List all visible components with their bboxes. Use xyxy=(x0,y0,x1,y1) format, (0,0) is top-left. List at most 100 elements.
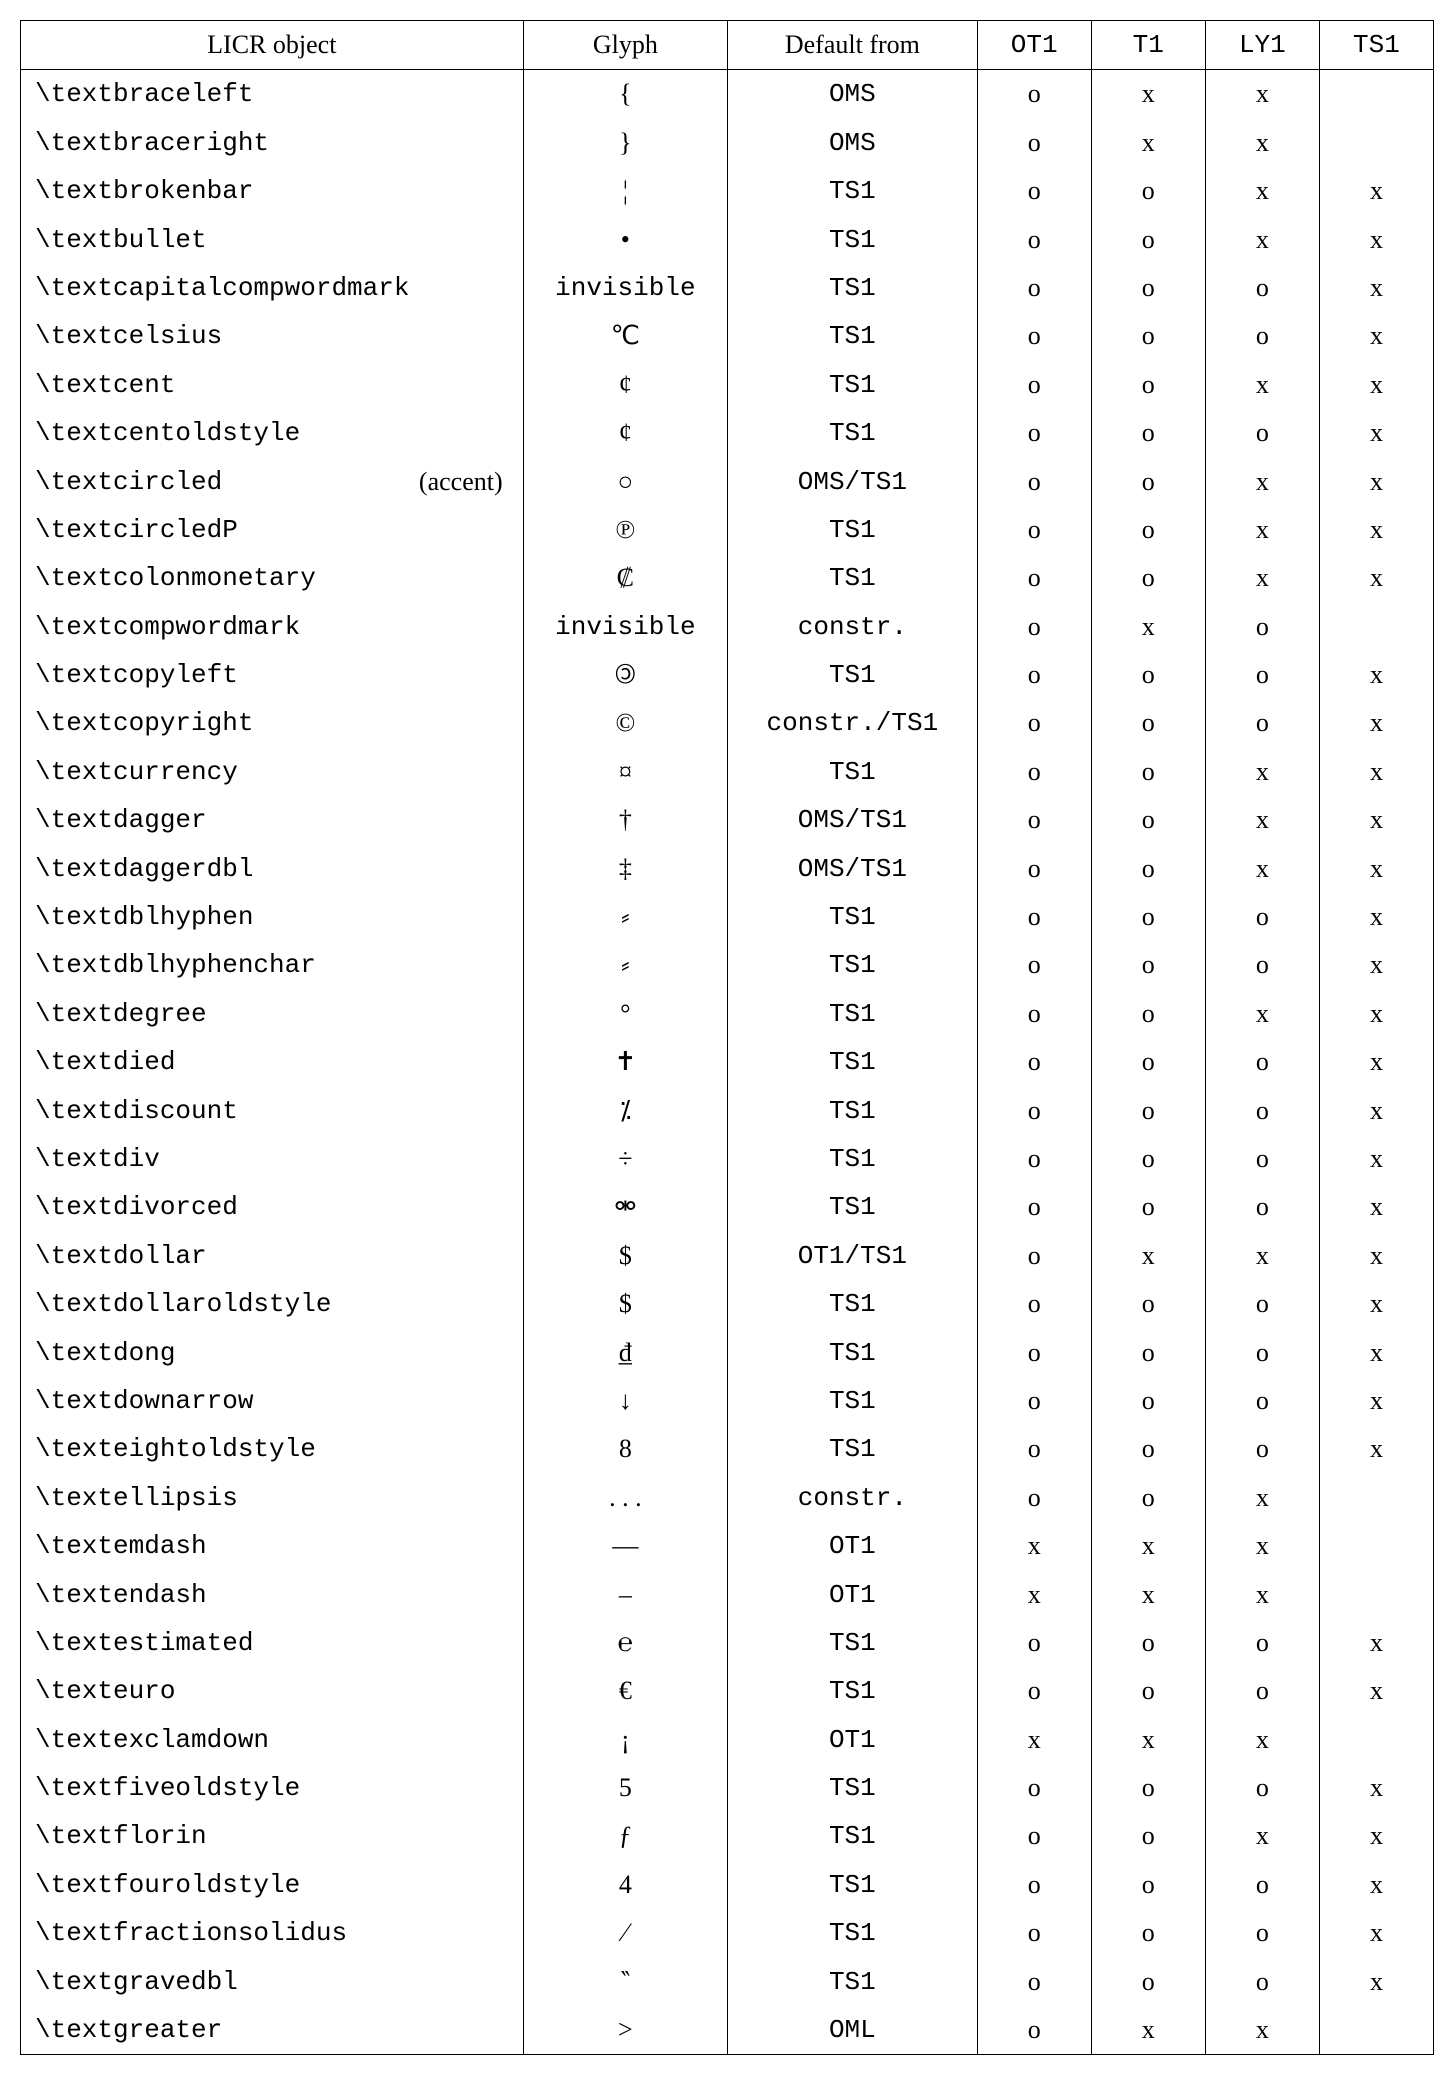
ts1-cell: x xyxy=(1319,361,1433,409)
ly1-cell: o xyxy=(1205,651,1319,699)
ly1-cell: o xyxy=(1205,1764,1319,1812)
default-cell: TS1 xyxy=(728,554,978,602)
table-row: \textfractionsolidus⁄TS1ooox xyxy=(21,1909,1434,1957)
licr-cell: \textdownarrow xyxy=(21,1377,524,1425)
table-row: \textexclamdown¡OT1xxx xyxy=(21,1716,1434,1764)
licr-cell: \textdivorced xyxy=(21,1183,524,1231)
glyph-cell: ¢ xyxy=(523,361,727,409)
default-cell: OMS xyxy=(728,119,978,167)
default-cell: TS1 xyxy=(728,990,978,1038)
licr-cell: \textflorin xyxy=(21,1812,524,1860)
t1-cell: o xyxy=(1091,1619,1205,1667)
ts1-cell xyxy=(1319,119,1433,167)
table-row: \textcolonmonetary₡TS1ooxx xyxy=(21,554,1434,602)
glyph-cell: — xyxy=(523,1522,727,1570)
glyph-cell: ⁄ xyxy=(523,1909,727,1957)
licr-cell: \textcolonmonetary xyxy=(21,554,524,602)
glyph-cell: invisible xyxy=(523,264,727,312)
ot1-cell: o xyxy=(977,1619,1091,1667)
licr-cell: \texteightoldstyle xyxy=(21,1425,524,1473)
licr-cell: \textdied xyxy=(21,1038,524,1086)
licr-cell: \textexclamdown xyxy=(21,1716,524,1764)
t1-cell: o xyxy=(1091,506,1205,554)
ly1-cell: o xyxy=(1205,699,1319,747)
glyph-cell: ○ xyxy=(523,458,727,506)
t1-cell: o xyxy=(1091,312,1205,360)
ts1-cell: x xyxy=(1319,699,1433,747)
ot1-cell: o xyxy=(977,70,1091,119)
glyph-cell: ⸗ xyxy=(523,941,727,989)
ly1-cell: o xyxy=(1205,1280,1319,1328)
table-row: \textdollaroldstyle$TS1ooox xyxy=(21,1280,1434,1328)
licr-cell: \textendash xyxy=(21,1571,524,1619)
default-cell: OMS xyxy=(728,70,978,119)
ts1-cell: x xyxy=(1319,409,1433,457)
table-row: \texteightoldstyle8TS1ooox xyxy=(21,1425,1434,1473)
licr-cell: \textcopyright xyxy=(21,699,524,747)
glyph-cell: © xyxy=(523,699,727,747)
ot1-cell: o xyxy=(977,1377,1091,1425)
ts1-cell: x xyxy=(1319,748,1433,796)
ot1-cell: o xyxy=(977,796,1091,844)
ly1-cell: o xyxy=(1205,409,1319,457)
glyph-cell: $ xyxy=(523,1280,727,1328)
t1-cell: o xyxy=(1091,1377,1205,1425)
t1-cell: o xyxy=(1091,796,1205,844)
default-cell: TS1 xyxy=(728,1183,978,1231)
glyph-cell: 4 xyxy=(523,1861,727,1909)
ot1-cell: o xyxy=(977,1135,1091,1183)
glyph-cell: ⸗ xyxy=(523,893,727,941)
ts1-cell xyxy=(1319,1571,1433,1619)
t1-cell: o xyxy=(1091,554,1205,602)
ts1-cell xyxy=(1319,70,1433,119)
glyph-cell: ⚮ xyxy=(523,1183,727,1231)
ts1-cell: x xyxy=(1319,554,1433,602)
header-row: LICR object Glyph Default from OT1 T1 LY… xyxy=(21,21,1434,70)
default-cell: TS1 xyxy=(728,1958,978,2006)
ly1-cell: o xyxy=(1205,1667,1319,1715)
licr-cell: \textellipsis xyxy=(21,1474,524,1522)
ts1-cell: x xyxy=(1319,1280,1433,1328)
glyph-cell: ¦ xyxy=(523,167,727,215)
t1-cell: x xyxy=(1091,119,1205,167)
ts1-cell: x xyxy=(1319,1087,1433,1135)
licr-cell: \textbullet xyxy=(21,216,524,264)
licr-cell: \textdagger xyxy=(21,796,524,844)
glyph-cell: ℗ xyxy=(523,506,727,554)
default-cell: constr./TS1 xyxy=(728,699,978,747)
ot1-cell: o xyxy=(977,1425,1091,1473)
ot1-cell: o xyxy=(977,167,1091,215)
glyph-cell: . . . xyxy=(523,1474,727,1522)
default-cell: TS1 xyxy=(728,1135,978,1183)
t1-cell: o xyxy=(1091,361,1205,409)
table-row: \textbullet•TS1ooxx xyxy=(21,216,1434,264)
ot1-cell: x xyxy=(977,1571,1091,1619)
ly1-cell: o xyxy=(1205,1329,1319,1377)
default-cell: TS1 xyxy=(728,893,978,941)
ly1-cell: o xyxy=(1205,1909,1319,1957)
ot1-cell: o xyxy=(977,1474,1091,1522)
t1-cell: o xyxy=(1091,1958,1205,2006)
ly1-cell: o xyxy=(1205,941,1319,989)
table-row: \textdollar$OT1/TS1oxxx xyxy=(21,1232,1434,1280)
ot1-cell: o xyxy=(977,1958,1091,2006)
ot1-cell: o xyxy=(977,2006,1091,2055)
licr-cell: \textbraceleft xyxy=(21,70,524,119)
glyph-cell: ƒ xyxy=(523,1812,727,1860)
glyph-cell: ÷ xyxy=(523,1135,727,1183)
table-row: \textcopyleft🄯TS1ooox xyxy=(21,651,1434,699)
ly1-cell: o xyxy=(1205,603,1319,651)
ly1-cell: o xyxy=(1205,312,1319,360)
t1-cell: o xyxy=(1091,1087,1205,1135)
default-cell: OT1 xyxy=(728,1522,978,1570)
glyph-cell: ₫ xyxy=(523,1329,727,1377)
table-row: \textcent¢TS1ooxx xyxy=(21,361,1434,409)
ly1-cell: x xyxy=(1205,990,1319,1038)
ly1-cell: o xyxy=(1205,1861,1319,1909)
glyph-cell: ¡ xyxy=(523,1716,727,1764)
glyph-cell: ℃ xyxy=(523,312,727,360)
ts1-cell: x xyxy=(1319,1183,1433,1231)
table-row: \textdagger†OMS/TS1ooxx xyxy=(21,796,1434,844)
glyph-cell: $ xyxy=(523,1232,727,1280)
t1-cell: o xyxy=(1091,167,1205,215)
